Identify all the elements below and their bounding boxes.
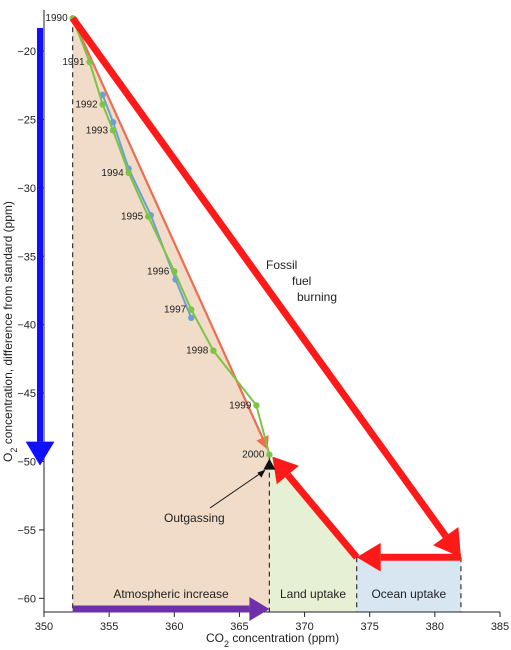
year-label: 1990 [45,13,68,24]
ocean-uptake-arrow-head [356,542,381,572]
x-axis-title: CO2 concentration (ppm) [206,631,339,649]
fossil-fuel-arrow-shaft [69,16,449,539]
year-label: 1999 [229,400,252,411]
land-uptake-arrow-shaft [285,472,360,560]
x-ticks: 350 355 360 365 370 375 380 385 [35,612,509,633]
year-label: 1993 [86,125,109,136]
series-point-2 [266,451,273,458]
outgassing-pointer-line [209,470,265,509]
series-point-2 [109,127,117,134]
x-tick-label: 375 [361,621,379,633]
series-point-2 [86,58,93,66]
y-tick-label: −30 [17,183,36,195]
fossil-fuel-label-line-3: burning [297,290,337,304]
outgassing-label: Outgassing [164,511,225,525]
year-label: 1991 [62,57,85,68]
y-tick-label: −55 [17,525,36,537]
series-point-2 [210,347,217,354]
y-tick-label: −25 [17,114,36,126]
series-point-2 [145,213,152,220]
series-point-2 [253,402,260,409]
fossil-fuel-arrow-head [433,527,461,558]
budget-arrows [25,16,461,621]
fossil-fuel-label-line-2: fuel [292,274,311,288]
region-label-3: Ocean uptake [371,587,446,601]
y-axis-title: O2 concentration, difference from standa… [1,201,19,462]
region-fill-1 [72,18,270,612]
land-uptake-arrow-head [272,456,299,485]
y-tick-label: −40 [17,320,36,332]
outgassing-pointer-head [257,469,266,478]
region-label-1: Atmospheric increase [113,587,229,601]
year-labels: 1990 1991 1992 1993 1994 1995 1996 1997 1998 1999… [45,13,264,460]
fossil-fuel-label-line-1: Fossil [266,258,297,272]
co2-increase-arrow-head [249,597,270,621]
series-point-1 [188,314,195,322]
series-line-1 [101,94,193,319]
year-label: 1997 [164,305,187,316]
series-layer [69,15,273,458]
x-tick-label: 370 [295,621,313,633]
y-tick-label: −35 [17,251,36,263]
series-point-2 [171,268,178,275]
x-tick-label: 365 [230,621,248,633]
y-tick-label: −20 [17,46,36,58]
y-tick-label: −60 [17,593,36,605]
series-point-2 [188,306,195,313]
x-tick-label: 350 [35,621,53,633]
x-tick-label: 385 [491,621,509,633]
x-tick-label: 380 [426,621,444,633]
x-tick-label: 355 [100,621,118,633]
year-label: 1998 [186,346,209,357]
x-tick-label: 360 [165,621,183,633]
year-label: 2000 [242,450,265,461]
year-label: 1992 [75,99,98,110]
y-tick-label: −45 [17,388,36,400]
uptake-regions: Atmospheric increase Land uptake Ocean upt… [72,18,462,612]
o2-decrease-arrow-head [25,441,55,466]
y-tick-label: −50 [17,457,36,469]
series-point-2 [99,101,106,108]
region-fill-2 [269,454,357,612]
outgassing-marker [263,458,276,470]
region-fill-3 [356,557,461,612]
year-label: 1996 [147,266,170,277]
year-label: 1994 [101,168,124,179]
series-point-2 [125,169,132,177]
year-label: 1995 [121,212,144,223]
region-label-2: Land uptake [280,587,346,601]
